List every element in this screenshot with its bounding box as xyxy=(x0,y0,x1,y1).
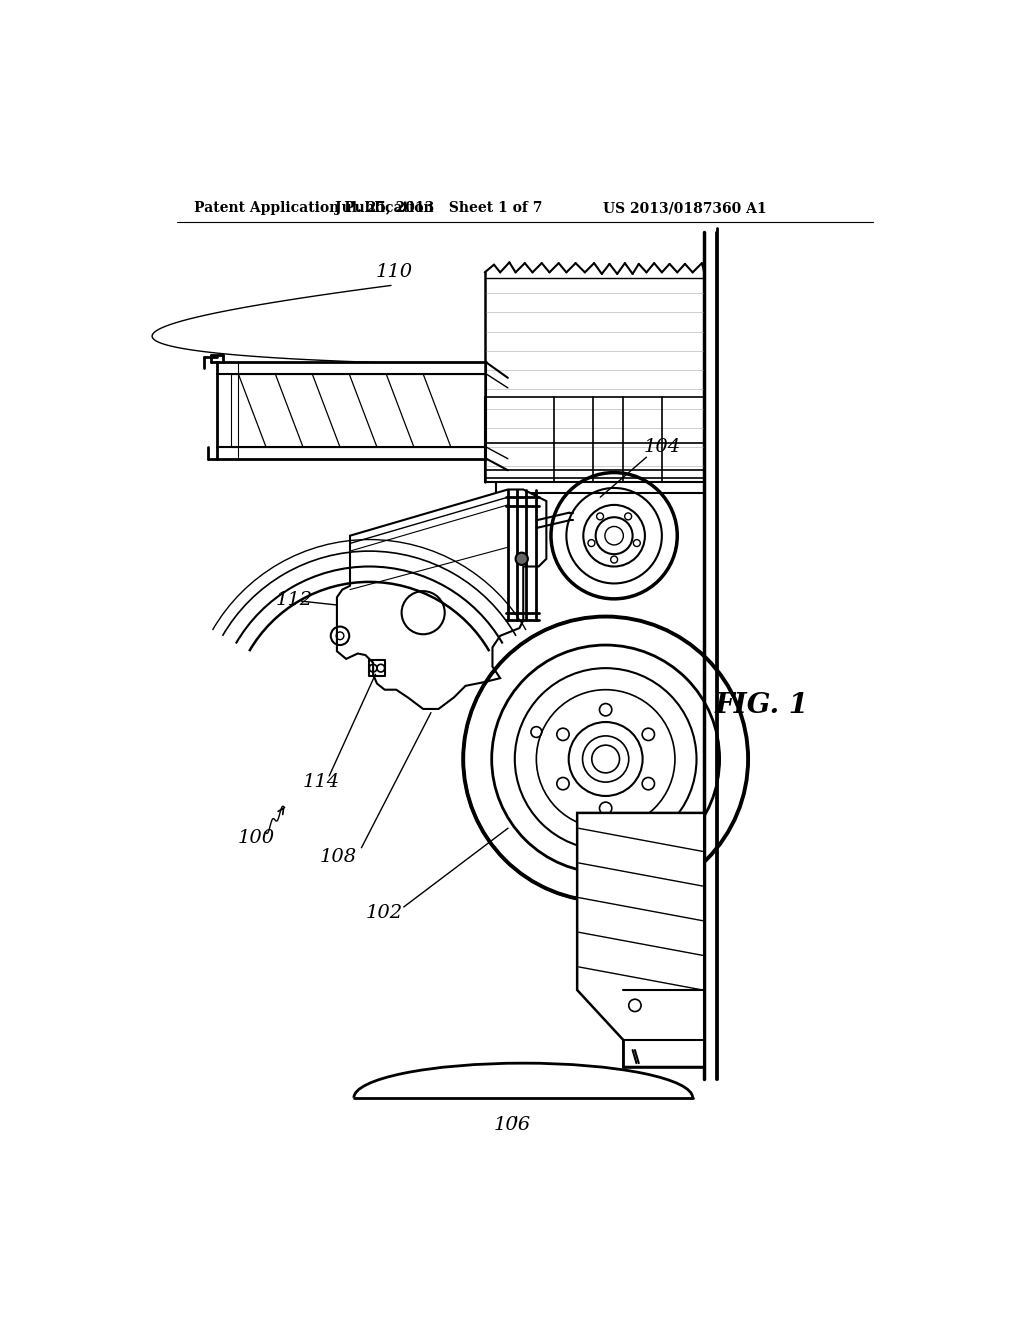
Text: Jul. 25, 2013   Sheet 1 of 7: Jul. 25, 2013 Sheet 1 of 7 xyxy=(335,202,543,215)
Text: 112: 112 xyxy=(275,590,312,609)
Text: 104: 104 xyxy=(643,438,680,457)
Text: Patent Application Publication: Patent Application Publication xyxy=(195,202,434,215)
Polygon shape xyxy=(578,813,705,1067)
Text: 102: 102 xyxy=(367,904,403,921)
Text: 100: 100 xyxy=(238,829,274,846)
Text: 110: 110 xyxy=(376,264,414,281)
Text: FIG. 1: FIG. 1 xyxy=(715,692,809,718)
Text: US 2013/0187360 A1: US 2013/0187360 A1 xyxy=(603,202,767,215)
Text: 108: 108 xyxy=(319,847,357,866)
Circle shape xyxy=(515,553,528,565)
Text: 114: 114 xyxy=(303,774,340,791)
Polygon shape xyxy=(337,490,547,709)
Text: 106: 106 xyxy=(494,1115,530,1134)
